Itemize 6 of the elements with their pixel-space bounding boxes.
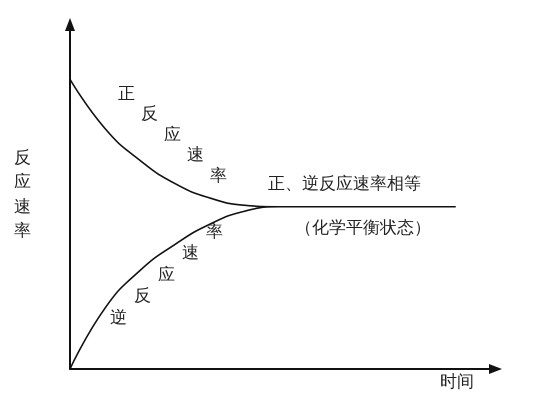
annotation: （化学平衡状态） bbox=[295, 218, 431, 238]
x-axis-title: 时间 bbox=[440, 372, 474, 392]
series-label: 逆反应速率 bbox=[110, 222, 223, 328]
annotation: 正、逆反应速率相等 bbox=[268, 174, 421, 194]
series-label: 正反应速率 bbox=[118, 84, 227, 186]
y-axis-title: 反应速率 bbox=[14, 148, 31, 242]
